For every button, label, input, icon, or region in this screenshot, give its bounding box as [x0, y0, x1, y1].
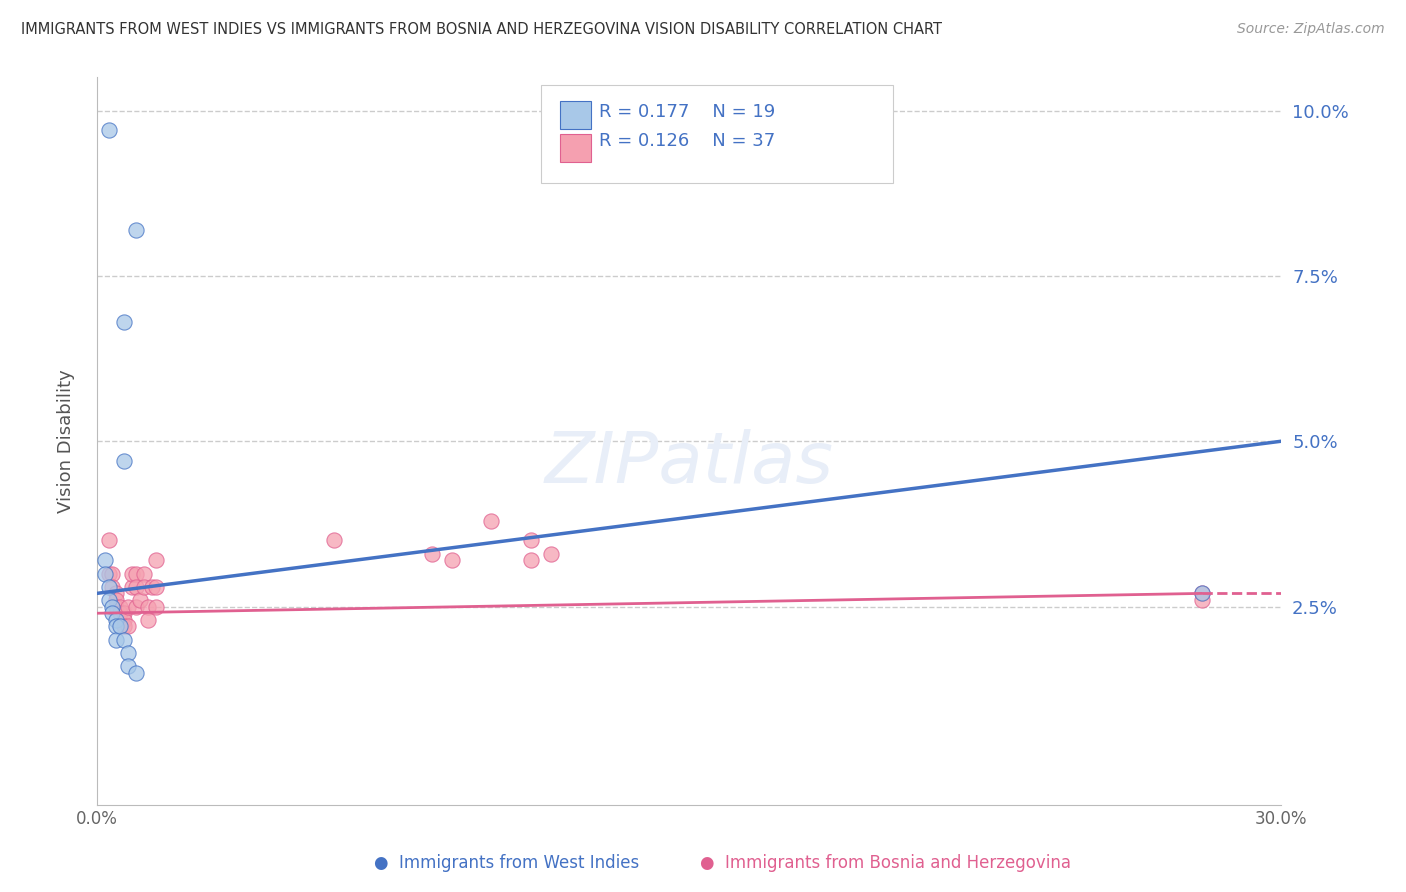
- Point: [117, 659, 139, 673]
- Point: [136, 599, 159, 614]
- Point: [125, 566, 148, 581]
- Point: [1191, 586, 1213, 600]
- Text: ●  Immigrants from West Indies: ● Immigrants from West Indies: [374, 854, 638, 871]
- Point: [101, 580, 124, 594]
- Point: [132, 580, 155, 594]
- Point: [132, 566, 155, 581]
- Point: [145, 580, 167, 594]
- Point: [105, 632, 128, 647]
- Point: [112, 613, 135, 627]
- Point: [117, 646, 139, 660]
- Point: [125, 599, 148, 614]
- Point: [117, 619, 139, 633]
- Point: [141, 580, 163, 594]
- Point: [520, 553, 543, 567]
- Point: [129, 593, 152, 607]
- Point: [101, 599, 124, 614]
- Point: [112, 454, 135, 468]
- Point: [93, 553, 115, 567]
- Point: [105, 599, 128, 614]
- Point: [105, 586, 128, 600]
- Point: [97, 123, 120, 137]
- Text: R = 0.126    N = 37: R = 0.126 N = 37: [599, 132, 775, 150]
- Point: [420, 547, 443, 561]
- Point: [112, 315, 135, 329]
- Text: R = 0.177    N = 19: R = 0.177 N = 19: [599, 103, 775, 121]
- Point: [145, 599, 167, 614]
- Point: [112, 606, 135, 620]
- Point: [101, 566, 124, 581]
- Point: [112, 632, 135, 647]
- Point: [97, 580, 120, 594]
- Point: [1191, 593, 1213, 607]
- Point: [101, 606, 124, 620]
- Y-axis label: Vision Disability: Vision Disability: [58, 369, 75, 513]
- Point: [125, 580, 148, 594]
- Point: [105, 593, 128, 607]
- Point: [125, 665, 148, 680]
- Point: [97, 533, 120, 548]
- Point: [145, 553, 167, 567]
- Point: [110, 619, 132, 633]
- Text: IMMIGRANTS FROM WEST INDIES VS IMMIGRANTS FROM BOSNIA AND HERZEGOVINA VISION DIS: IMMIGRANTS FROM WEST INDIES VS IMMIGRANT…: [21, 22, 942, 37]
- Point: [322, 533, 344, 548]
- Point: [136, 613, 159, 627]
- Point: [481, 514, 503, 528]
- Point: [117, 599, 139, 614]
- Point: [440, 553, 463, 567]
- Point: [105, 619, 128, 633]
- Point: [110, 606, 132, 620]
- Text: Source: ZipAtlas.com: Source: ZipAtlas.com: [1237, 22, 1385, 37]
- Point: [520, 533, 543, 548]
- Point: [540, 547, 562, 561]
- Point: [1191, 586, 1213, 600]
- Text: ●  Immigrants from Bosnia and Herzegovina: ● Immigrants from Bosnia and Herzegovina: [700, 854, 1071, 871]
- Point: [97, 566, 120, 581]
- Point: [93, 566, 115, 581]
- Point: [121, 580, 143, 594]
- Point: [105, 613, 128, 627]
- Point: [112, 619, 135, 633]
- Point: [97, 593, 120, 607]
- Point: [125, 222, 148, 236]
- Point: [110, 599, 132, 614]
- Point: [121, 566, 143, 581]
- Text: ZIPatlas: ZIPatlas: [544, 428, 834, 498]
